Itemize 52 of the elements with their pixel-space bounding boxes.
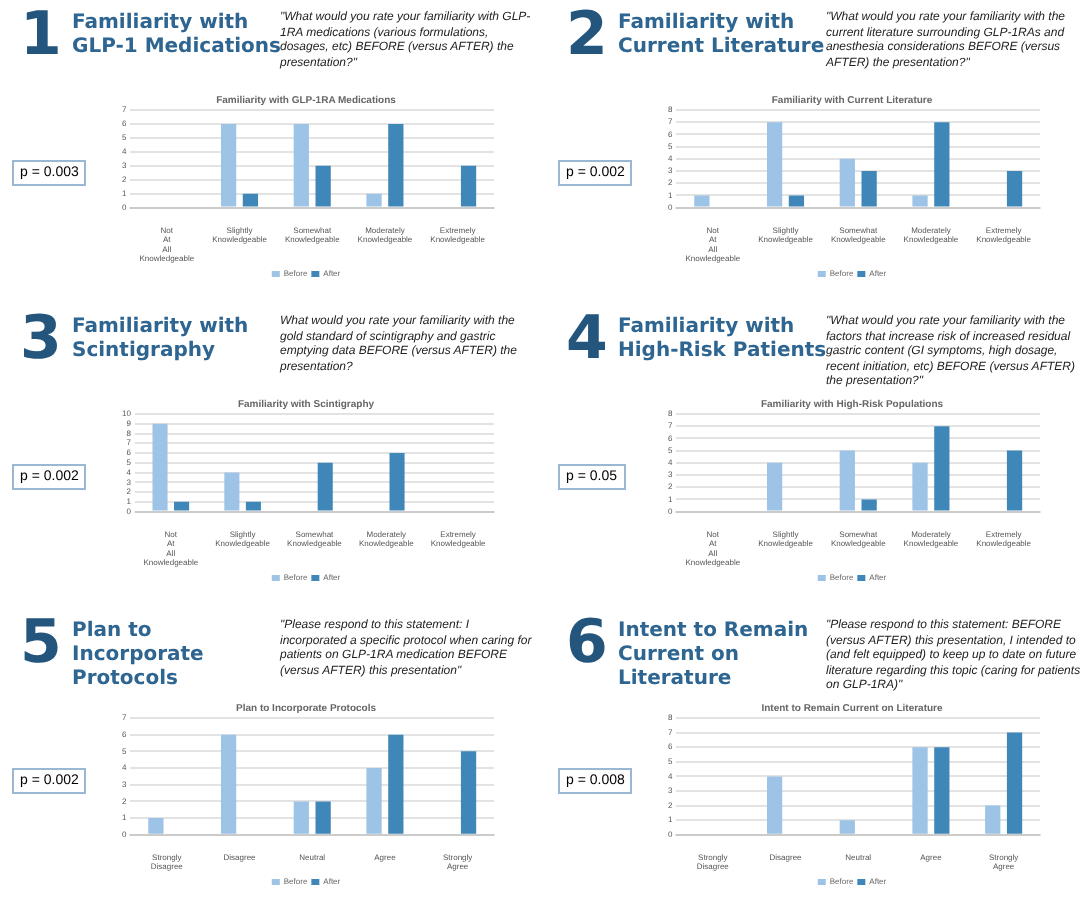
bar xyxy=(293,123,309,207)
bar xyxy=(152,423,168,511)
bar xyxy=(220,734,237,834)
bar xyxy=(766,462,783,511)
bar xyxy=(694,195,710,207)
bar xyxy=(366,193,382,207)
bar xyxy=(293,801,309,834)
text: 6 xyxy=(566,608,608,678)
bar xyxy=(861,171,877,207)
bar xyxy=(934,426,950,511)
bar xyxy=(389,453,405,511)
bar xyxy=(839,158,855,207)
bar xyxy=(1006,732,1023,834)
bar xyxy=(934,747,950,834)
text: 5 xyxy=(20,608,62,678)
bar xyxy=(242,193,259,207)
bar xyxy=(315,165,331,207)
text: 1 xyxy=(20,0,62,70)
bar xyxy=(245,501,261,511)
bar xyxy=(388,734,404,834)
bar xyxy=(985,805,1001,834)
bar xyxy=(912,195,928,207)
bar xyxy=(839,820,855,834)
bar xyxy=(174,501,190,511)
bar xyxy=(388,123,404,207)
bar xyxy=(460,165,477,207)
text: Familiarity with Current Literature xyxy=(618,12,825,58)
bar xyxy=(766,776,783,834)
text: 3 xyxy=(20,304,62,374)
bar xyxy=(766,122,783,207)
bar xyxy=(839,450,855,511)
bar xyxy=(788,195,805,207)
bar xyxy=(224,472,240,511)
text: Familiarity with GLP-1 Medications xyxy=(72,12,281,58)
bar xyxy=(460,751,477,834)
text: 2 xyxy=(566,0,608,70)
text: Intent to Remain Current on Literature xyxy=(618,620,809,690)
text: Familiarity with High-Risk Patients xyxy=(618,316,827,362)
bar xyxy=(934,122,950,207)
bar xyxy=(912,747,928,834)
bar xyxy=(1006,450,1023,511)
bar xyxy=(148,818,164,834)
text: 4 xyxy=(566,304,608,374)
bar xyxy=(861,499,877,511)
text: Familiarity with Scintigraphy xyxy=(72,316,249,362)
bar xyxy=(220,123,237,207)
bar xyxy=(366,768,382,834)
bar xyxy=(315,801,331,834)
text: Plan to Incorporate Protocols xyxy=(72,620,204,690)
bar xyxy=(912,462,928,511)
bar xyxy=(1006,171,1023,207)
bar xyxy=(317,462,333,511)
